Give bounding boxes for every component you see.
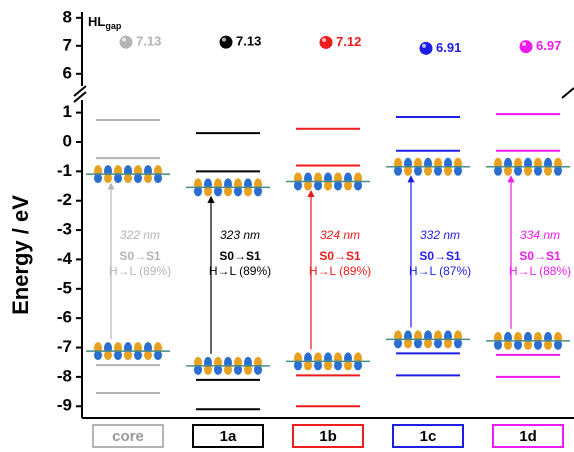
gap-marker [420,42,433,55]
y-tick-label: 0 [63,131,72,150]
contribution: H→L (88%) [509,264,571,278]
y-tick-label: -8 [57,366,72,385]
y-tick-label: 7 [63,35,72,54]
wavelength: 324 nm [320,228,360,242]
transition: S0→S1 [119,249,161,263]
y-tick-label: 1 [63,102,72,121]
transition: S0→S1 [219,249,261,263]
category-label: 1a [220,428,237,445]
gap-value: 7.13 [236,34,261,49]
y-tick-label: 6 [63,63,72,82]
gap-label: HLgap [88,14,122,31]
category-label: 1d [519,428,537,445]
wavelength: 332 nm [420,228,460,242]
gap-marker [120,36,133,49]
category-label: 1b [319,428,337,445]
gap-marker-shine [222,38,226,42]
gap-value: 6.91 [436,40,461,55]
y-tick-label: -2 [57,190,72,209]
transition: S0→S1 [519,249,561,263]
wavelength: 334 nm [520,228,560,242]
y-axis-label: Energy / eV [8,195,33,315]
gap-marker [320,36,333,49]
gap-value: 7.13 [136,34,161,49]
y-tick-label: 8 [63,7,72,26]
axis-break [562,88,574,98]
y-tick-label: -1 [57,161,72,180]
wavelength: 323 nm [220,228,260,242]
y-tick-label: -5 [57,278,72,297]
contribution: H→L (89%) [209,264,271,278]
gap-marker-shine [122,38,126,42]
axis-break [74,86,86,102]
gap-marker [220,36,233,49]
contribution: H→L (87%) [409,264,471,278]
y-tick-label: -9 [57,396,72,415]
y-tick-label: -4 [57,249,73,268]
chart: Energy / eV HLgap -9 -8 -7 -6 -5 -4 -3 -2 -1 0 1 6 7… [0,0,574,452]
transition: S0→S1 [419,249,461,263]
contribution: H→L (89%) [109,264,171,278]
contribution: H→L (89%) [309,264,371,278]
wavelength: 322 nm [120,228,160,242]
category-label: core [112,428,144,445]
gap-label-main: HL [88,14,105,29]
gap-value: 6.97 [536,38,561,53]
y-tick-label: -7 [57,337,72,356]
y-tick-label: -3 [57,220,72,239]
gap-marker-shine [522,42,526,46]
gap-label-sub: gap [105,21,122,31]
gap-marker-shine [322,38,326,42]
y-tick-label: -6 [57,308,72,327]
category-label: 1c [420,428,437,445]
gap-marker-shine [422,44,426,48]
transition: S0→S1 [319,249,361,263]
gap-marker [520,40,533,53]
gap-value: 7.12 [336,34,361,49]
